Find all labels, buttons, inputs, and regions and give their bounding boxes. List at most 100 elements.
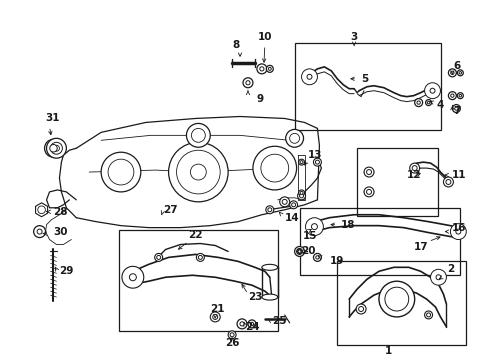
Text: 31: 31 (45, 113, 60, 123)
Text: 6: 6 (452, 61, 460, 71)
Circle shape (240, 322, 244, 326)
Circle shape (282, 199, 286, 204)
Circle shape (306, 74, 311, 79)
Circle shape (456, 70, 462, 76)
Circle shape (355, 304, 366, 314)
Circle shape (429, 269, 446, 285)
Circle shape (285, 129, 303, 147)
Bar (299, 208, 459, 275)
Circle shape (456, 93, 462, 99)
Text: 18: 18 (341, 220, 355, 230)
Circle shape (313, 253, 321, 261)
Circle shape (443, 177, 452, 187)
Circle shape (366, 189, 371, 194)
Circle shape (256, 64, 266, 74)
Circle shape (296, 248, 302, 255)
Circle shape (168, 142, 228, 202)
Ellipse shape (262, 264, 277, 270)
Circle shape (191, 129, 205, 142)
Circle shape (300, 161, 303, 164)
Circle shape (260, 154, 288, 182)
Text: 28: 28 (53, 207, 68, 217)
Circle shape (424, 311, 432, 319)
Circle shape (265, 206, 273, 214)
Circle shape (366, 170, 371, 175)
Circle shape (267, 208, 271, 212)
Text: 8: 8 (232, 40, 239, 50)
Circle shape (50, 142, 62, 154)
Circle shape (304, 72, 314, 82)
Circle shape (298, 159, 304, 165)
Circle shape (414, 99, 422, 107)
Circle shape (450, 71, 453, 75)
Circle shape (279, 197, 289, 207)
Text: 1: 1 (385, 346, 392, 356)
Text: 9: 9 (256, 94, 263, 104)
Circle shape (358, 306, 363, 311)
Circle shape (176, 150, 220, 194)
Circle shape (364, 187, 373, 197)
Circle shape (298, 250, 301, 253)
Text: 27: 27 (163, 205, 177, 215)
Text: 13: 13 (307, 150, 322, 160)
Ellipse shape (262, 294, 277, 300)
Circle shape (259, 67, 264, 71)
Circle shape (435, 275, 440, 280)
Circle shape (458, 72, 461, 74)
Circle shape (297, 249, 301, 253)
Circle shape (245, 81, 249, 85)
Text: 12: 12 (406, 170, 420, 180)
Circle shape (454, 107, 457, 110)
Text: 19: 19 (328, 256, 343, 266)
Circle shape (308, 221, 320, 233)
Text: 16: 16 (450, 222, 465, 233)
Circle shape (315, 160, 319, 164)
Circle shape (34, 226, 45, 238)
Circle shape (294, 247, 304, 256)
Text: 7: 7 (452, 105, 460, 116)
Circle shape (452, 227, 462, 237)
Circle shape (426, 313, 429, 317)
Circle shape (297, 192, 305, 200)
Circle shape (156, 255, 161, 260)
Circle shape (44, 139, 62, 157)
Text: 2: 2 (447, 264, 454, 274)
Circle shape (384, 287, 408, 311)
Circle shape (313, 158, 321, 166)
Text: 23: 23 (247, 292, 262, 302)
Circle shape (449, 224, 466, 239)
Text: 5: 5 (360, 74, 367, 84)
Text: 24: 24 (244, 322, 259, 332)
Circle shape (48, 143, 59, 153)
Circle shape (230, 333, 234, 337)
Circle shape (305, 218, 323, 235)
Circle shape (301, 69, 317, 85)
Circle shape (450, 94, 453, 97)
Circle shape (299, 194, 303, 198)
Text: 21: 21 (210, 304, 224, 314)
Circle shape (425, 100, 431, 105)
Text: 22: 22 (188, 230, 202, 239)
Text: 29: 29 (60, 266, 74, 276)
Text: 14: 14 (284, 213, 299, 223)
Circle shape (228, 331, 236, 339)
Circle shape (427, 86, 437, 96)
Circle shape (196, 253, 204, 261)
Circle shape (445, 180, 450, 184)
Circle shape (268, 67, 271, 70)
Circle shape (364, 167, 373, 177)
Circle shape (289, 133, 299, 143)
Circle shape (266, 66, 273, 72)
Text: 26: 26 (224, 338, 239, 348)
Bar (119, 230, 277, 331)
Circle shape (37, 229, 42, 234)
Circle shape (212, 314, 217, 319)
Text: 25: 25 (271, 316, 285, 326)
Circle shape (46, 138, 66, 158)
Text: 15: 15 (302, 230, 316, 240)
Polygon shape (36, 203, 47, 217)
Circle shape (237, 319, 246, 329)
Circle shape (433, 272, 443, 282)
Circle shape (243, 78, 252, 88)
Circle shape (129, 274, 136, 281)
